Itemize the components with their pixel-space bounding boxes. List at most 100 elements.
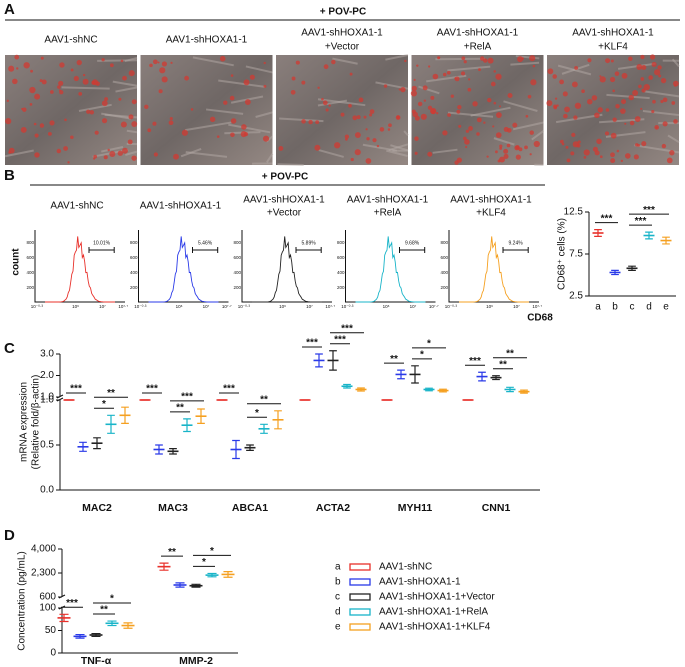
lipid-droplet bbox=[460, 71, 466, 76]
lipid-droplet bbox=[414, 151, 418, 155]
lipid-droplet bbox=[101, 118, 108, 124]
panel-label: C bbox=[4, 340, 15, 357]
cell-streak bbox=[318, 149, 344, 158]
legend-swatch bbox=[349, 623, 371, 631]
lipid-droplet bbox=[301, 80, 306, 85]
lipid-droplet bbox=[354, 149, 361, 156]
lipid-droplet bbox=[244, 99, 251, 105]
lipid-droplet bbox=[387, 128, 391, 131]
lipid-droplet bbox=[47, 131, 52, 136]
lipid-droplet bbox=[161, 61, 168, 67]
legend-label: AAV1-shHOXA1-1 bbox=[379, 577, 461, 588]
lipid-droplet bbox=[363, 115, 367, 119]
lipid-droplet bbox=[506, 143, 511, 148]
cell-streak bbox=[470, 106, 511, 117]
lipid-droplet bbox=[435, 111, 439, 115]
lipid-droplet bbox=[414, 136, 419, 141]
lipid-droplet bbox=[376, 144, 380, 148]
lipid-droplet bbox=[169, 117, 173, 121]
sig-label: ** bbox=[107, 388, 115, 399]
y-tick-label: 2.5 bbox=[569, 291, 583, 302]
lipid-droplet bbox=[599, 75, 602, 78]
lipid-droplet bbox=[640, 107, 643, 110]
lipid-droplet bbox=[321, 97, 324, 101]
lipid-droplet bbox=[22, 107, 27, 112]
lipid-droplet bbox=[29, 102, 33, 106]
lipid-droplet bbox=[583, 156, 587, 159]
y-tick-label: 0.0 bbox=[40, 485, 54, 496]
hist-curve bbox=[459, 236, 529, 303]
legend-swatch bbox=[349, 563, 371, 571]
lipid-droplet bbox=[20, 126, 27, 133]
lipid-droplet bbox=[383, 84, 388, 88]
hist-x-tick: 10⁷ bbox=[410, 304, 417, 309]
lipid-droplet bbox=[661, 143, 667, 149]
lipid-droplet bbox=[432, 73, 439, 80]
lipid-droplet bbox=[120, 59, 124, 63]
lipid-droplet bbox=[442, 72, 447, 77]
hist-y-tick: 200 bbox=[440, 285, 448, 290]
lipid-droplet bbox=[152, 121, 157, 126]
cell-streak bbox=[184, 121, 232, 132]
lipid-droplet bbox=[170, 61, 173, 64]
hist-y-tick: 200 bbox=[130, 285, 138, 290]
lipid-droplet bbox=[39, 79, 43, 83]
lipid-droplet bbox=[109, 151, 116, 158]
lipid-droplet bbox=[158, 89, 163, 94]
image-caption: AAV1-shHOXA1-1 bbox=[437, 28, 519, 39]
lipid-droplet bbox=[463, 136, 467, 141]
lipid-droplet bbox=[400, 86, 406, 93]
legend-label: AAV1-shHOXA1-1+KLF4 bbox=[379, 622, 491, 633]
lipid-droplet bbox=[529, 130, 534, 135]
cell-streak bbox=[432, 148, 458, 154]
hist-x-tick: 10⁷ bbox=[99, 304, 106, 309]
lipid-droplet bbox=[59, 62, 65, 68]
y-tick-label: 12.5 bbox=[564, 207, 584, 218]
lipid-droplet bbox=[230, 74, 234, 77]
legend-swatch bbox=[349, 608, 371, 616]
lipid-droplet bbox=[168, 120, 174, 126]
lipid-droplet bbox=[340, 112, 345, 117]
lipid-droplet bbox=[634, 116, 641, 122]
lipid-droplet bbox=[428, 65, 431, 68]
lipid-droplet bbox=[552, 74, 557, 79]
cell-streak bbox=[4, 149, 34, 158]
lipid-droplet bbox=[521, 57, 525, 60]
lipid-droplet bbox=[358, 97, 364, 103]
lipid-droplet bbox=[354, 132, 361, 139]
gate-label: 10.01% bbox=[93, 240, 111, 246]
sig-label: *** bbox=[146, 384, 158, 395]
lipid-droplet bbox=[34, 152, 40, 158]
legend-swatch bbox=[349, 578, 371, 586]
lipid-droplet bbox=[107, 148, 110, 152]
lipid-droplet bbox=[492, 125, 495, 128]
lipid-droplet bbox=[605, 108, 610, 112]
lipid-droplet bbox=[628, 94, 635, 101]
gate bbox=[399, 247, 426, 253]
lipid-droplet bbox=[33, 122, 37, 126]
hist-x-tick: 10⁶ bbox=[72, 304, 79, 309]
lipid-droplet bbox=[503, 148, 509, 154]
lipid-droplet bbox=[518, 147, 523, 152]
image-caption: AAV1-shNC bbox=[44, 35, 97, 46]
cell-streak bbox=[510, 61, 540, 66]
x-tick-label: ACTA2 bbox=[316, 502, 350, 514]
lipid-droplet bbox=[230, 132, 235, 138]
lipid-droplet bbox=[372, 138, 377, 143]
hist-y-tick: 600 bbox=[130, 255, 138, 260]
lipid-droplet bbox=[478, 68, 482, 72]
lipid-droplet bbox=[82, 78, 89, 85]
lipid-droplet bbox=[131, 121, 138, 127]
lipid-droplet bbox=[63, 146, 69, 151]
lipid-droplet bbox=[49, 120, 55, 126]
lipid-droplet bbox=[8, 147, 15, 154]
lipid-droplet bbox=[388, 123, 392, 128]
image-caption: AAV1-shHOXA1-1 bbox=[301, 28, 383, 39]
lipid-droplet bbox=[93, 154, 98, 159]
lipid-droplet bbox=[430, 109, 436, 115]
hist-x-tick: 10⁷·⁷ bbox=[222, 304, 232, 309]
lipid-droplet bbox=[147, 128, 152, 133]
cell-streak bbox=[125, 150, 138, 156]
lipid-droplet bbox=[621, 99, 627, 105]
hist-x-tick: 10⁷ bbox=[513, 304, 520, 309]
